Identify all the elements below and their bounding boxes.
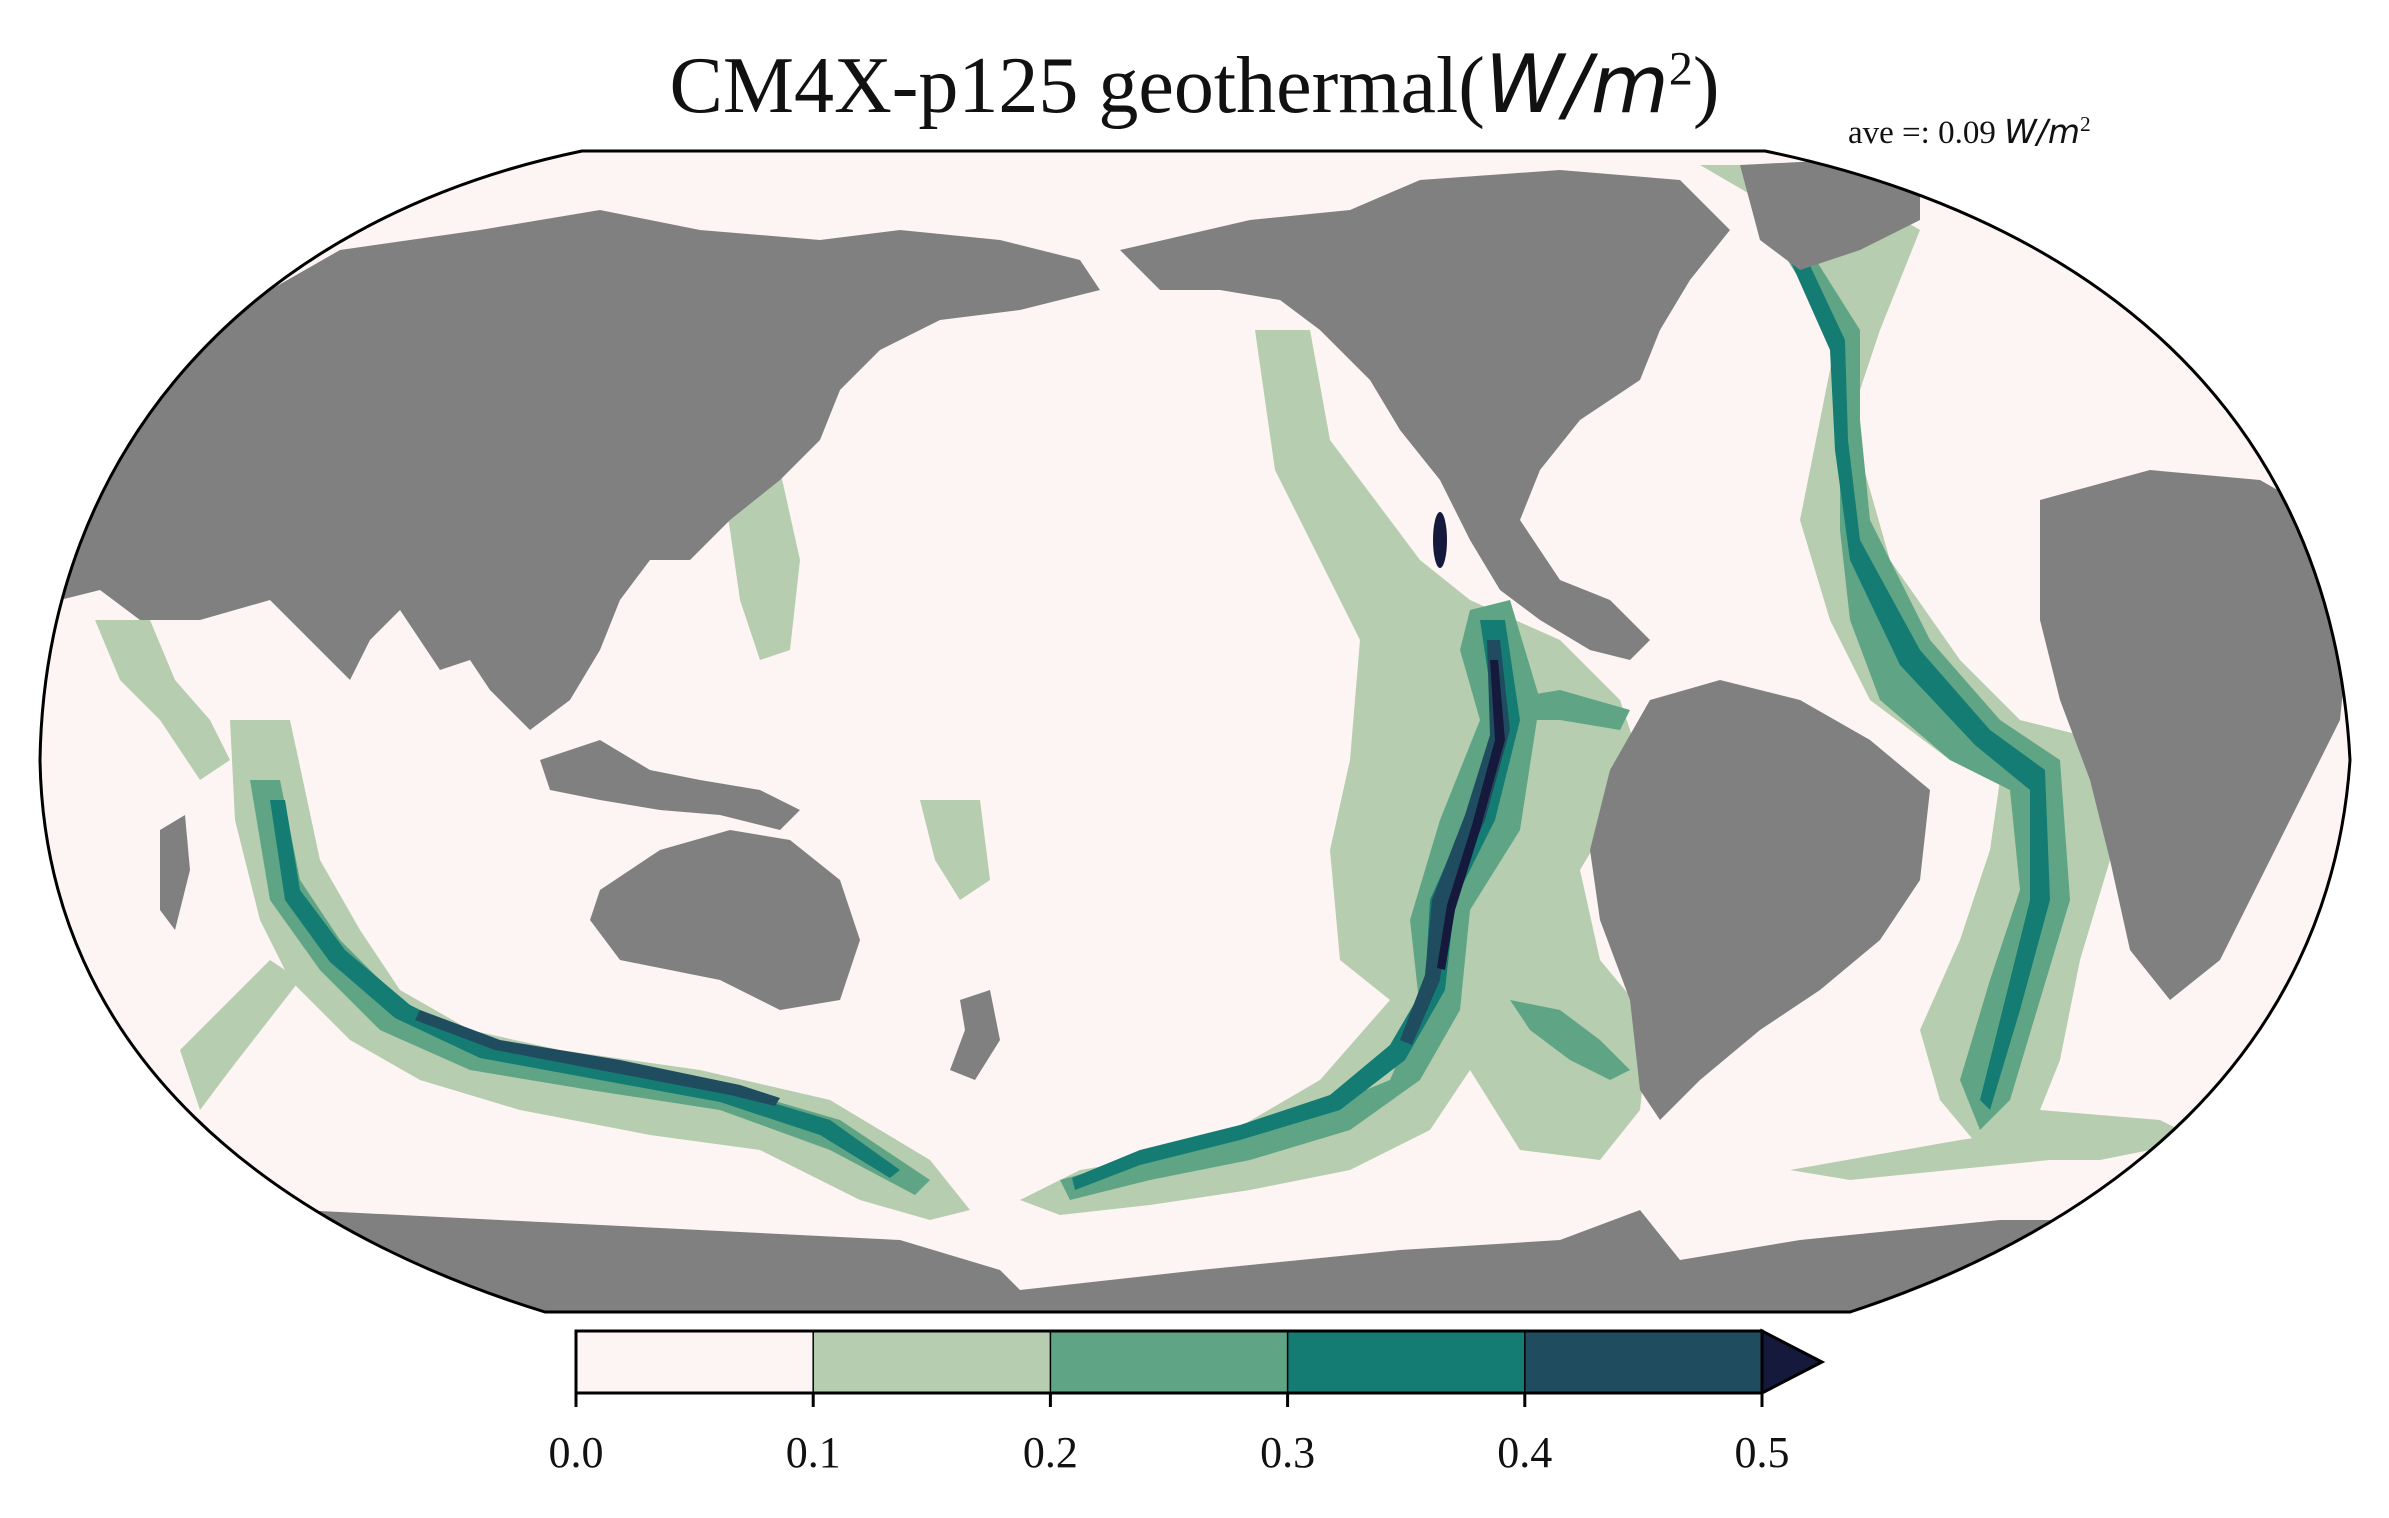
title-unit: W/m [1484, 38, 1669, 131]
australia [590, 830, 860, 1010]
colorbar-ticks [574, 1331, 1764, 1407]
title-main: CM4X-p125 geothermal( [669, 42, 1485, 130]
east-pacific-rise-zone [1020, 330, 1650, 1215]
colorbar-segment-2 [1050, 1331, 1288, 1393]
geothermal-level-4 [415, 640, 1510, 1106]
africa [2040, 470, 2350, 1000]
map-title: CM4X-p125 geothermal(W/m2) [0, 38, 2389, 132]
colorbar-segment-3 [1287, 1331, 1525, 1393]
colorbar-segment-0 [576, 1331, 814, 1393]
epr-level-4 [1400, 640, 1510, 1045]
average-annotation: ave =: 0.09 W/m2 [1848, 112, 2091, 152]
colorbar-tick-label: 0.1 [785, 1428, 841, 1477]
colorbar-extend-triangle [1760, 1328, 1826, 1396]
galapagos-level-2 [1500, 690, 1630, 730]
greenland [1740, 160, 1920, 270]
colorbar-segment-1 [813, 1331, 1051, 1393]
geothermal-level-3 [270, 255, 2050, 1190]
north-america [1120, 170, 1730, 660]
colorbar-segment-4 [1524, 1331, 1762, 1393]
globe-outline [38, 149, 2352, 1314]
south-america [1590, 680, 1930, 1120]
average-unit-exponent: 2 [2079, 112, 2091, 136]
southeast-indian-ridge-zone [230, 720, 970, 1220]
colorbar-tick-label: 0.2 [1022, 1428, 1078, 1477]
geothermal-level-1 [95, 165, 2200, 1220]
epr-extend [1437, 660, 1505, 970]
eurasia [40, 210, 1100, 730]
title-close: ) [1692, 42, 1720, 130]
colorbar-tick-label: 0.4 [1497, 1428, 1553, 1477]
mar-level-3 [1790, 255, 2050, 1110]
epr-level-3 [1072, 620, 1520, 1190]
mid-atlantic-ridge-zone [1700, 165, 2200, 1160]
gorda-ridge-hotspot [1433, 512, 1447, 568]
chile-rise-level-2 [1510, 1000, 1630, 1080]
southwest-indian-ridge-zone [180, 960, 300, 1110]
colorbar-tick-label: 0.5 [1734, 1428, 1790, 1477]
average-prefix: ave =: 0.09 [1848, 115, 2005, 151]
south-atlantic-ridge-zone [1790, 1120, 2200, 1180]
indonesia-islands [540, 740, 800, 830]
madagascar [160, 815, 190, 930]
title-unit-exponent: 2 [1668, 42, 1693, 96]
average-unit: W/m [2004, 112, 2080, 151]
new-zealand [950, 990, 1000, 1080]
colorbar-segments [576, 1331, 1762, 1393]
seir-level-3 [270, 800, 900, 1178]
land [40, 160, 2350, 1312]
japan-trench-zone [720, 470, 800, 660]
colorbar-tick-label: 0.3 [1260, 1428, 1316, 1477]
central-indian-ridge-zone [95, 620, 230, 780]
seir-level-4 [415, 1010, 780, 1106]
epr-level-2 [1060, 600, 1540, 1200]
colorbar-tick-label: 0.0 [548, 1428, 604, 1477]
antarctica [40, 1210, 2350, 1312]
colorbar-frame [574, 1329, 1764, 1395]
melanesia-zone [920, 800, 990, 900]
